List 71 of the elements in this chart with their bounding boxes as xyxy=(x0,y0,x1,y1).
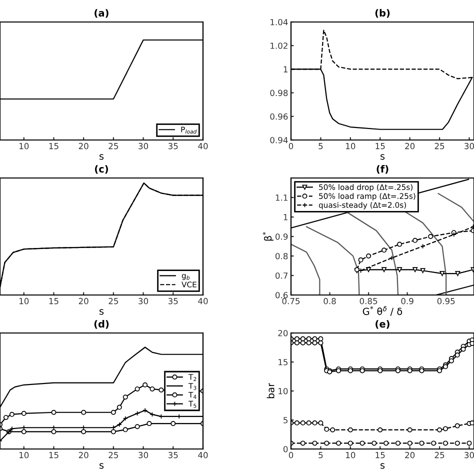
y-tick-label: 5 xyxy=(284,417,288,424)
x-tick-label: 10 xyxy=(19,142,29,150)
x-tick-label: 35 xyxy=(168,298,178,304)
chart-title: (e) xyxy=(376,320,390,329)
x-tick-label: 0 xyxy=(288,452,294,458)
y-tick-label: 0.94 xyxy=(270,136,288,144)
x-tick-label: 30 xyxy=(464,142,474,150)
y-tick-label: 15 xyxy=(278,359,288,366)
chart-title: (f) xyxy=(376,165,388,174)
x-tick-label: 40 xyxy=(198,298,208,304)
x-tick-label: 25 xyxy=(108,298,118,304)
x-axis-title: s xyxy=(380,463,385,469)
x-tick-label: 25 xyxy=(434,142,444,150)
y-tick-label: 0.7 xyxy=(276,272,288,279)
x-tick-label: 30 xyxy=(138,298,148,304)
x-tick-label: 20 xyxy=(78,298,88,304)
chart-title: (c) xyxy=(95,165,108,174)
x-tick-label: 40 xyxy=(198,452,208,458)
y-tick-label: 1.04 xyxy=(270,18,288,26)
x-tick-label: 30 xyxy=(464,452,474,458)
x-tick-label: 15 xyxy=(49,143,58,150)
x-tick-label: 0.85 xyxy=(360,298,378,304)
x-axis-title: s xyxy=(99,463,104,469)
y-tick-label: 1.1 xyxy=(276,194,288,201)
x-tick-label: 15 xyxy=(49,452,58,458)
x-axis-title: s xyxy=(380,154,385,160)
x-axis-title: s xyxy=(99,154,104,160)
x-tick-label: 25 xyxy=(108,452,118,458)
y-tick-label: 0.96 xyxy=(270,113,288,120)
x-tick-label: 10 xyxy=(19,298,29,304)
x-axis-title: G$^{*}$ θ$^{δ}$ / δ xyxy=(362,306,402,316)
x-tick-label: 35 xyxy=(168,142,178,150)
x-tick-label: 15 xyxy=(376,452,385,458)
x-tick-label: 20 xyxy=(405,142,415,150)
x-tick-label: 20 xyxy=(78,142,88,150)
chart-title: (a) xyxy=(94,9,108,18)
x-tick-label: 5 xyxy=(318,143,323,150)
x-tick-label: 0.8 xyxy=(324,298,336,304)
y-tick-label: 0.98 xyxy=(270,90,288,96)
x-tick-label: 0.9 xyxy=(401,298,414,304)
y-tick-label: 1.02 xyxy=(270,42,288,49)
x-tick-label: 10 xyxy=(346,142,356,150)
y-axis-title: bar xyxy=(266,382,274,398)
x-tick-label: 30 xyxy=(138,142,148,150)
x-tick-label: 10 xyxy=(19,452,29,458)
x-axis-title: s xyxy=(99,309,104,315)
y-tick-label: 0.6 xyxy=(276,292,288,298)
y-tick-label: 0 xyxy=(283,446,288,452)
x-tick-label: 10 xyxy=(346,452,356,458)
chart-title: (b) xyxy=(375,9,390,18)
chart-title: (d) xyxy=(94,320,109,329)
x-tick-label: 20 xyxy=(78,452,88,458)
y-tick-label: 1 xyxy=(284,66,288,72)
y-tick-label: 20 xyxy=(278,330,288,336)
y-tick-label: 0.8 xyxy=(276,252,288,260)
x-tick-label: 40 xyxy=(198,142,208,150)
x-tick-label: 35 xyxy=(168,452,178,458)
x-tick-label: 25 xyxy=(434,452,444,458)
x-tick-label: 15 xyxy=(49,298,58,304)
x-tick-label: 5 xyxy=(318,452,323,458)
x-tick-label: 0.75 xyxy=(282,298,300,304)
y-axis-title: β$^{*}$ xyxy=(262,232,274,241)
x-tick-label: 0.95 xyxy=(437,298,455,304)
x-tick-label: 25 xyxy=(108,142,118,150)
y-tick-label: 0.9 xyxy=(276,233,288,240)
x-tick-label: 20 xyxy=(405,452,415,458)
y-tick-label: 1 xyxy=(284,214,288,220)
x-tick-label: 0 xyxy=(288,142,294,150)
x-tick-label: 15 xyxy=(376,143,385,150)
y-tick-label: 10 xyxy=(278,388,288,394)
x-tick-label: 30 xyxy=(138,452,148,458)
